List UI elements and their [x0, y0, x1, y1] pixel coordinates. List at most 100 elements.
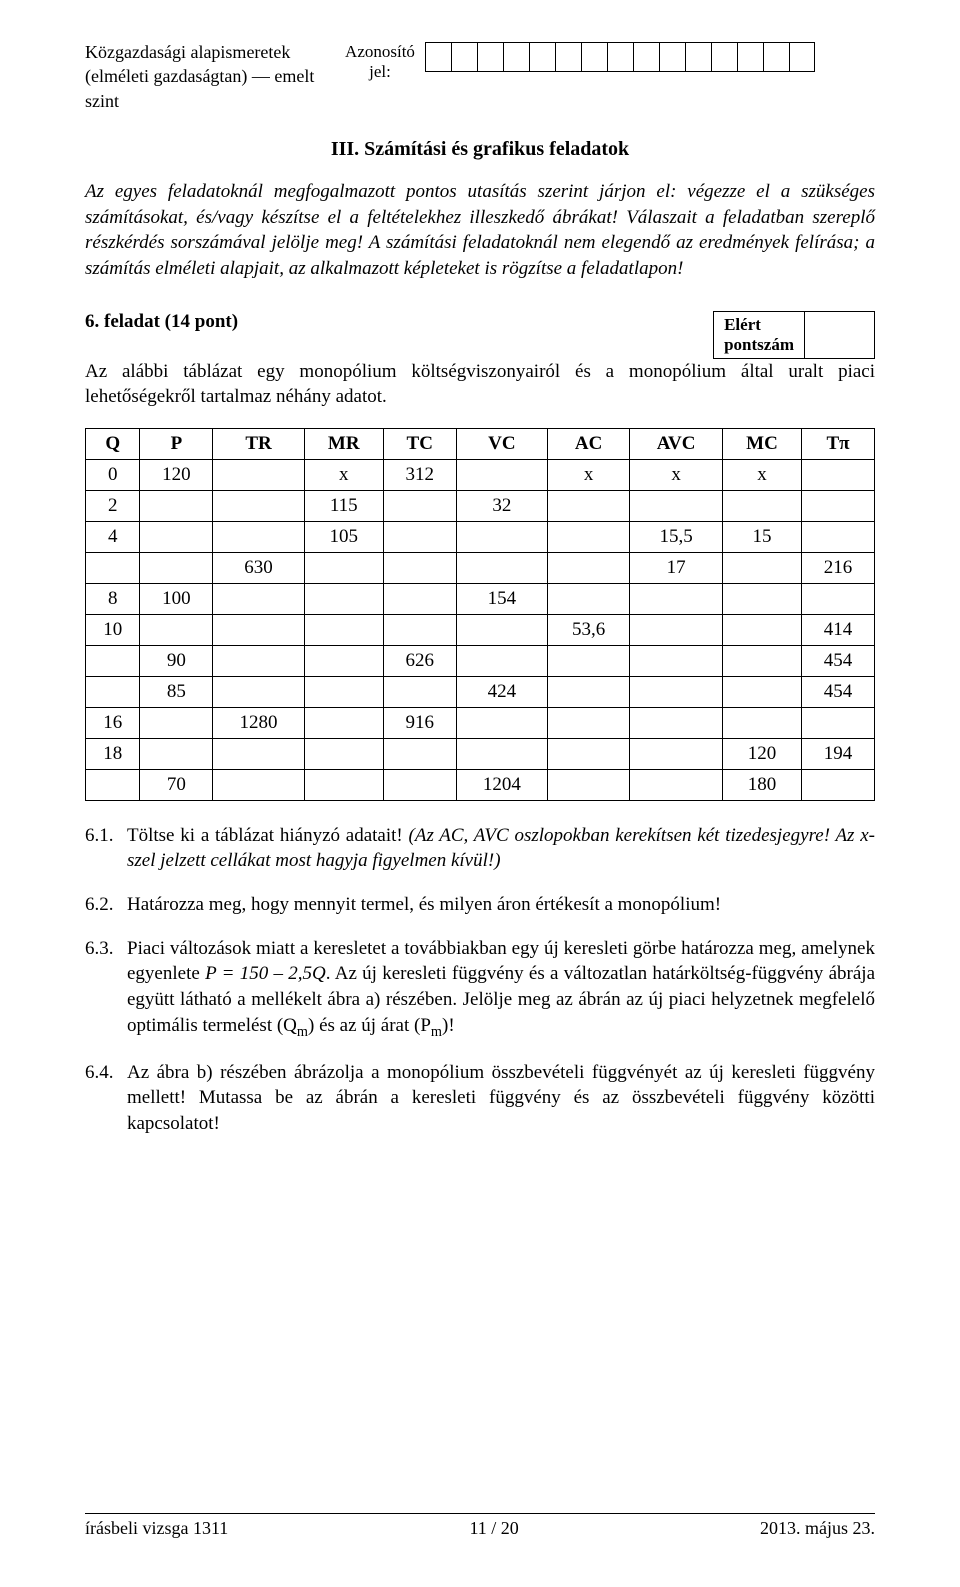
table-cell: [802, 459, 875, 490]
table-cell: 454: [802, 645, 875, 676]
table-cell: 15,5: [630, 521, 723, 552]
id-label-2: jel:: [335, 62, 425, 82]
table-cell: 180: [722, 769, 801, 800]
table-row: 63017216: [86, 552, 875, 583]
table-cell: [383, 490, 456, 521]
table-cell: [630, 614, 723, 645]
table-cell: 1280: [213, 707, 304, 738]
table-cell: [383, 521, 456, 552]
table-cell: [140, 521, 213, 552]
table-row: 70 1204 180: [86, 769, 875, 800]
subject-line2: (elméleti gazdaságtan) — emelt szint: [85, 64, 335, 113]
score-box: Elért pontszám: [713, 311, 875, 358]
table-cell: [630, 769, 723, 800]
table-cell: [630, 583, 723, 614]
question-6-2: 6.2. Határozza meg, hogy mennyit termel,…: [85, 892, 875, 918]
table-cell: 120: [140, 459, 213, 490]
q63-d: ) és az új árat (P: [308, 1015, 431, 1036]
q64-num: 6.4.: [85, 1060, 127, 1137]
table-cell: 8: [86, 583, 140, 614]
table-cell: [213, 645, 304, 676]
table-cell: [213, 738, 304, 769]
task6-title: 6. feladat (14 pont): [85, 311, 238, 333]
table-cell: [456, 459, 547, 490]
id-box: [451, 42, 477, 72]
table-header: TC: [383, 428, 456, 459]
question-6-1: 6.1. Töltse ki a táblázat hiányzó adatai…: [85, 823, 875, 874]
footer-mid: 11 / 20: [469, 1518, 518, 1539]
id-box: [529, 42, 555, 72]
question-6-3: 6.3. Piaci változások miatt a keresletet…: [85, 936, 875, 1042]
table-cell: 1204: [456, 769, 547, 800]
page-header: Közgazdasági alapismeretek (elméleti gaz…: [85, 40, 875, 113]
table-cell: 414: [802, 614, 875, 645]
table-cell: 312: [383, 459, 456, 490]
table-cell: 424: [456, 676, 547, 707]
q62-num: 6.2.: [85, 892, 127, 918]
table-cell: 154: [456, 583, 547, 614]
table-cell: [722, 552, 801, 583]
table-header: MC: [722, 428, 801, 459]
table-cell: [213, 769, 304, 800]
page-footer: írásbeli vizsga 1311 11 / 20 2013. május…: [85, 1513, 875, 1539]
table-cell: 100: [140, 583, 213, 614]
table-cell: 17: [630, 552, 723, 583]
table-cell: 4: [86, 521, 140, 552]
table-cell: [630, 676, 723, 707]
table-cell: [456, 645, 547, 676]
table-row: 410515,515: [86, 521, 875, 552]
table-cell: [383, 738, 456, 769]
table-cell: 70: [140, 769, 213, 800]
task6-text: Az alábbi táblázat egy monopólium költsé…: [85, 359, 875, 410]
table-cell: [630, 707, 723, 738]
table-cell: 16: [86, 707, 140, 738]
table-row: 0120x312xxx: [86, 459, 875, 490]
table-cell: [722, 583, 801, 614]
score-label: Elért pontszám: [713, 311, 805, 358]
table-header: AC: [548, 428, 630, 459]
table-row: 8100 154: [86, 583, 875, 614]
id-box: [425, 42, 451, 72]
table-cell: 626: [383, 645, 456, 676]
table-cell: [304, 614, 383, 645]
q63-sub-m1: m: [297, 1023, 308, 1039]
intro-paragraph: Az egyes feladatoknál megfogalmazott pon…: [85, 179, 875, 282]
table-cell: [86, 645, 140, 676]
table-cell: 85: [140, 676, 213, 707]
table-cell: [140, 614, 213, 645]
score-label-l1: Elért: [724, 315, 794, 335]
table-cell: x: [548, 459, 630, 490]
table-cell: [630, 738, 723, 769]
header-id-label: Azonosító jel:: [335, 40, 425, 83]
table-cell: [548, 552, 630, 583]
id-box: [789, 42, 815, 72]
table-cell: 18: [86, 738, 140, 769]
table-cell: [456, 707, 547, 738]
table-header: Q: [86, 428, 140, 459]
table-cell: 15: [722, 521, 801, 552]
table-cell: [722, 707, 801, 738]
table-cell: [383, 614, 456, 645]
table-cell: 194: [802, 738, 875, 769]
table-header: Tπ: [802, 428, 875, 459]
id-box: [607, 42, 633, 72]
id-label-1: Azonosító: [335, 42, 425, 62]
table-cell: [802, 521, 875, 552]
table-cell: [140, 552, 213, 583]
table-cell: [630, 645, 723, 676]
table-cell: [304, 583, 383, 614]
table-cell: [383, 552, 456, 583]
table-cell: x: [722, 459, 801, 490]
table-cell: [213, 614, 304, 645]
id-boxes: [425, 42, 815, 72]
table-cell: [304, 738, 383, 769]
id-box: [581, 42, 607, 72]
table-cell: [456, 738, 547, 769]
table-cell: [548, 583, 630, 614]
score-label-l2: pontszám: [724, 335, 794, 355]
table-cell: 90: [140, 645, 213, 676]
table-cell: [86, 552, 140, 583]
q63-sub-m2: m: [431, 1023, 442, 1039]
q61-a: Töltse ki a táblázat hiányzó adatait!: [127, 825, 409, 846]
q63-b: P = 150 – 2,5Q: [205, 963, 326, 984]
